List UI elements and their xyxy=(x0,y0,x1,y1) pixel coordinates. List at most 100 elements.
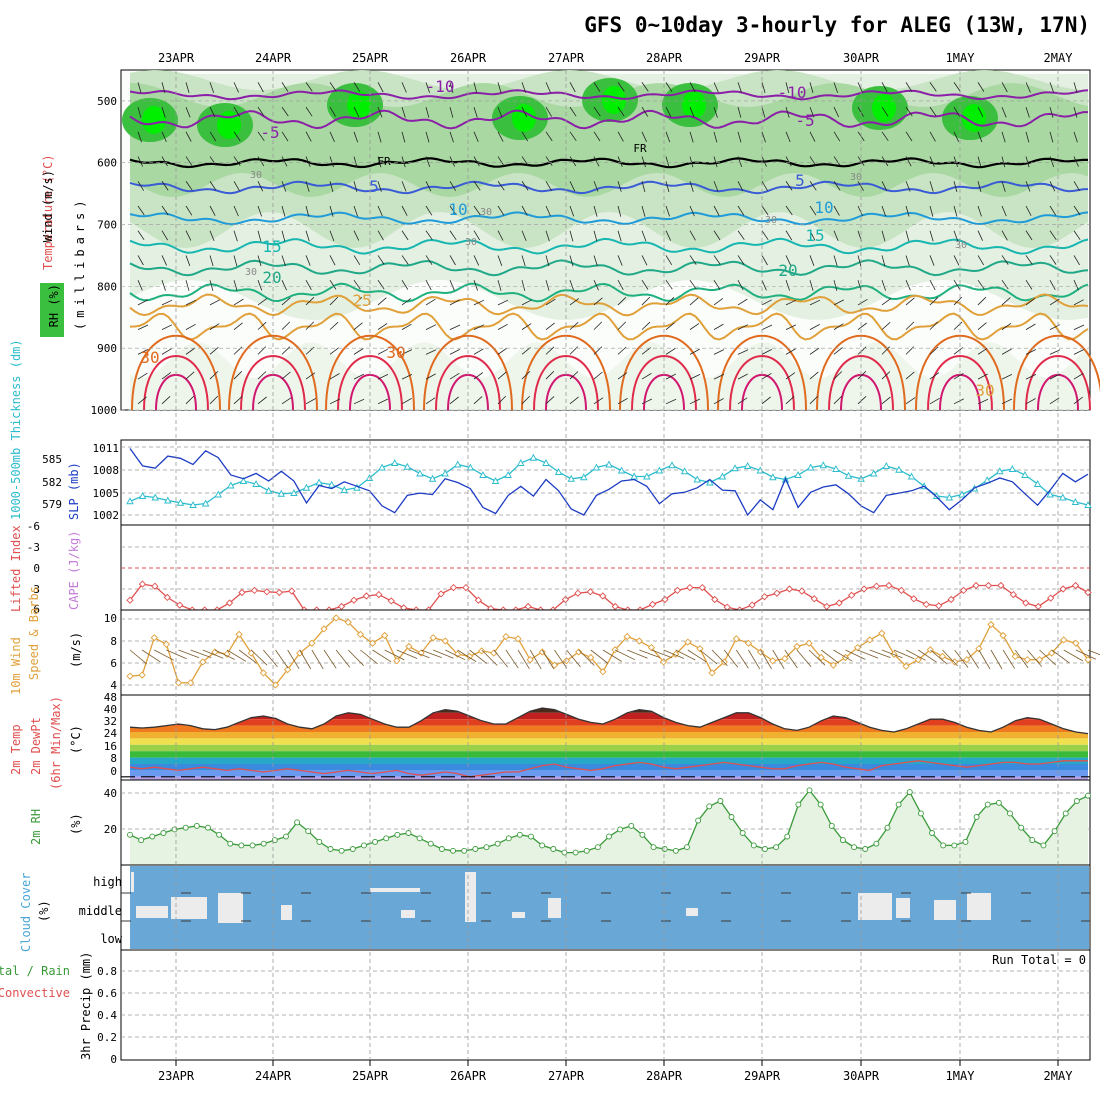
wind-barb xyxy=(353,297,363,306)
wind-barb xyxy=(521,181,529,191)
wind-barb xyxy=(617,255,623,266)
wind-barb xyxy=(665,322,675,330)
wind-barb xyxy=(617,106,625,117)
date-label-top: 30APR xyxy=(843,51,880,65)
wind-speed-line-point xyxy=(611,646,619,654)
wind-barb xyxy=(353,348,364,355)
precip-tick-5: 0 xyxy=(110,1053,117,1066)
wind-barb xyxy=(161,280,166,291)
wind-barb xyxy=(497,280,502,291)
wind-barb xyxy=(353,230,360,241)
cloud-gap xyxy=(465,872,476,922)
wind-barb xyxy=(185,299,197,306)
wind-barb xyxy=(305,255,311,266)
wind-barb-10m xyxy=(627,649,648,659)
wind-barb xyxy=(953,296,963,306)
isotherm-diurnal xyxy=(240,355,306,411)
wind-barb xyxy=(857,255,862,267)
wind-barb xyxy=(209,323,220,330)
wind-barb xyxy=(689,255,697,265)
wind-barb xyxy=(377,323,388,330)
wind-speed-line-point xyxy=(356,630,365,639)
wind-barb xyxy=(449,106,454,118)
thickness-line-point xyxy=(542,459,550,466)
wind-barb xyxy=(1049,298,1060,306)
wind-barb xyxy=(521,299,532,306)
wind-barb xyxy=(833,230,839,242)
isotherm-25 xyxy=(129,293,1089,317)
wind-barb xyxy=(641,205,646,217)
wind-speed-line-point xyxy=(987,620,995,629)
wind-barb xyxy=(665,106,672,118)
wind-barb xyxy=(977,106,984,118)
wind-barb xyxy=(209,346,219,355)
wind-barb xyxy=(521,230,527,242)
wind-barb xyxy=(761,82,766,94)
temp-tick-5: 16 xyxy=(104,740,117,753)
thickness-line-point xyxy=(743,462,752,469)
date-label-bottom: 28APR xyxy=(646,1069,683,1083)
wind-barb xyxy=(521,205,528,216)
wind-barb-10m xyxy=(384,649,405,661)
precip-tick-4: 0.2 xyxy=(97,1031,117,1044)
wind-barb xyxy=(977,205,982,217)
isotherm-20 xyxy=(129,259,1089,277)
wind-speed-line-point xyxy=(332,614,340,622)
wind-barb xyxy=(641,255,648,266)
wind-barb xyxy=(953,205,958,217)
cloud-gap xyxy=(136,906,168,918)
thickness-line-point xyxy=(126,497,134,505)
wind-barb xyxy=(185,371,195,380)
thickness-line-point xyxy=(731,464,739,472)
wind-barb-10m xyxy=(323,649,337,669)
wind-barb xyxy=(617,321,627,330)
wind-barb xyxy=(497,205,505,216)
wind-speed-line-point xyxy=(659,658,668,666)
wind-barb xyxy=(1025,323,1036,330)
wind-barb xyxy=(257,255,262,267)
wind-barb xyxy=(593,321,603,330)
rh-line-point xyxy=(650,844,657,851)
wind-barb xyxy=(905,156,912,167)
date-label-top: 26APR xyxy=(450,51,487,65)
wind-barb xyxy=(761,255,768,266)
wind-barb-10m xyxy=(360,649,378,665)
thickness-line-point xyxy=(264,486,273,494)
chart-title: GFS 0~10day 3-hourly for ALEG (13W, 17N) xyxy=(584,13,1090,37)
rh-line-point xyxy=(227,840,234,847)
li-line-point xyxy=(935,602,943,610)
rh-series xyxy=(127,787,1091,865)
li-line-point xyxy=(1022,599,1030,607)
wind-barb xyxy=(737,279,744,291)
wind-barb xyxy=(137,255,144,266)
wind-barb xyxy=(449,181,457,191)
precip-tick-2: 0.6 xyxy=(97,987,117,1000)
wind-barb xyxy=(425,106,430,118)
rh-line-point xyxy=(494,840,501,847)
li-line-point xyxy=(1059,585,1067,593)
wind-barb xyxy=(1073,255,1080,266)
wind-barb xyxy=(593,371,603,380)
wind-barb xyxy=(833,205,840,216)
wind-barb xyxy=(1025,131,1030,143)
wind-barb xyxy=(137,205,145,216)
wind-barb xyxy=(425,349,437,355)
thickness-line-point xyxy=(390,459,399,466)
wind-barb xyxy=(641,279,649,290)
thickness-line-point xyxy=(1084,501,1092,508)
wind-speed-line-point xyxy=(781,654,789,663)
rh-line-point xyxy=(839,837,846,844)
wind-barb xyxy=(809,131,816,142)
thickness-line-point xyxy=(592,463,601,471)
wind-barb-10m xyxy=(905,649,926,661)
li-line-point xyxy=(984,581,993,590)
wind-barb xyxy=(257,371,267,380)
wind-barb xyxy=(497,230,504,241)
wind-barb xyxy=(737,205,745,216)
wind-barb xyxy=(881,131,889,142)
wind-barb xyxy=(329,156,334,168)
li-line-point xyxy=(1071,581,1080,590)
wind-barb xyxy=(617,230,622,242)
isotherm-5 xyxy=(129,180,1089,195)
wind-barb xyxy=(257,181,264,192)
